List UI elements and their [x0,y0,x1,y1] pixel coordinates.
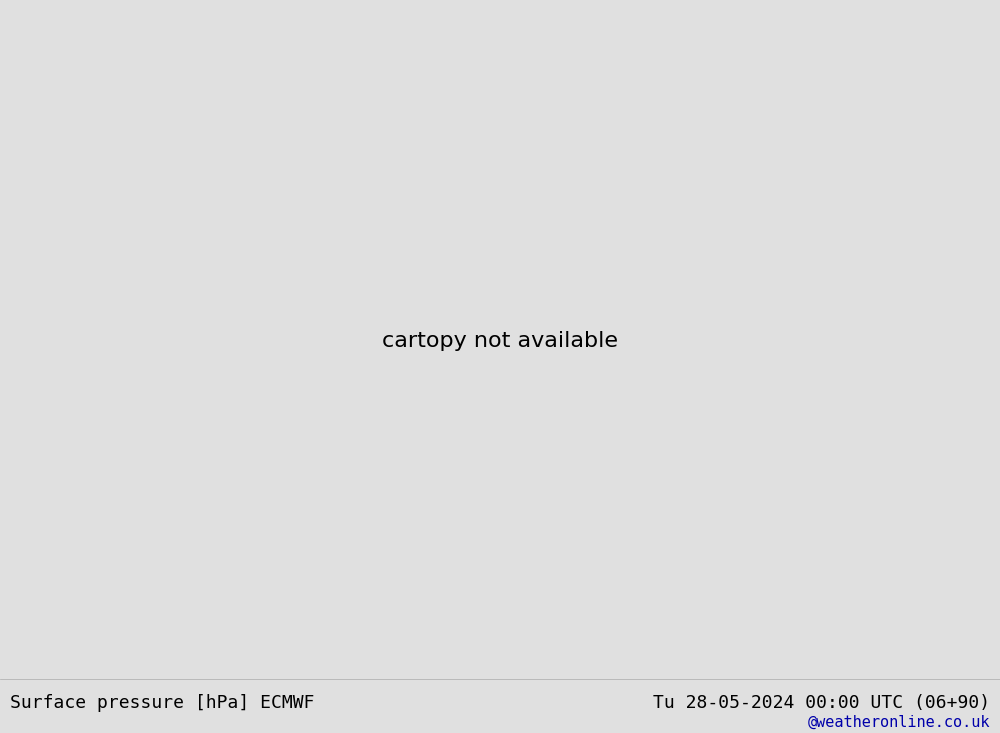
Text: Surface pressure [hPa] ECMWF: Surface pressure [hPa] ECMWF [10,693,314,712]
Text: cartopy not available: cartopy not available [382,331,618,351]
Text: @weatheronline.co.uk: @weatheronline.co.uk [808,715,990,730]
Text: Tu 28-05-2024 00:00 UTC (06+90): Tu 28-05-2024 00:00 UTC (06+90) [653,693,990,712]
